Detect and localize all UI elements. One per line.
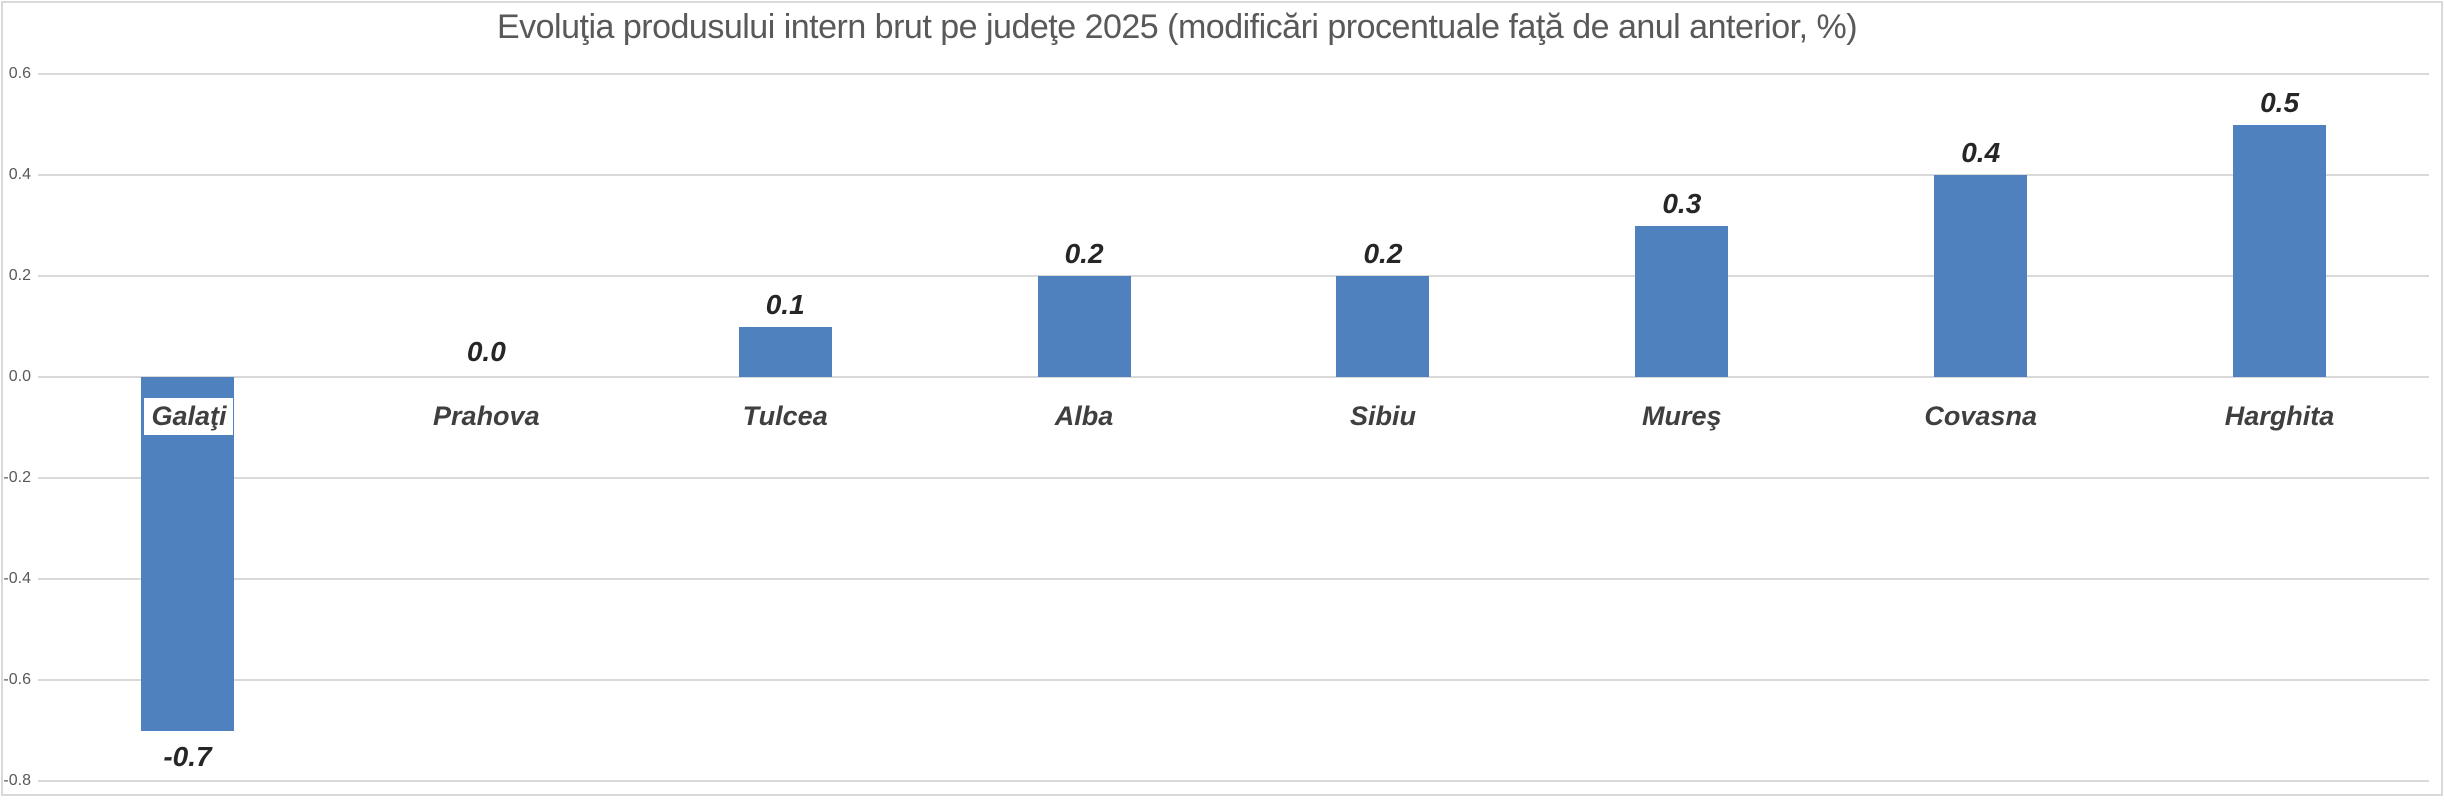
chart-title: Evoluţia produsului intern brut pe judeţ… bbox=[496, 8, 1858, 46]
gridline bbox=[38, 679, 2429, 681]
value-label: 0.5 bbox=[2260, 86, 2300, 118]
value-label: 0.1 bbox=[765, 288, 805, 320]
y-tick-label: -0.8 bbox=[3, 772, 31, 789]
category-label: Galaţi bbox=[144, 398, 234, 435]
y-tick-label: -0.4 bbox=[3, 570, 31, 587]
category-label: Tulcea bbox=[742, 401, 828, 431]
y-tick-label: -0.2 bbox=[3, 469, 31, 486]
gridline bbox=[38, 780, 2429, 782]
value-label: 0.2 bbox=[1064, 238, 1104, 269]
value-label: 0.4 bbox=[1961, 137, 2001, 168]
gridline bbox=[38, 275, 2429, 277]
category-label: Harghita bbox=[2224, 401, 2335, 431]
gridline bbox=[38, 376, 2429, 378]
bar bbox=[1934, 175, 2028, 377]
value-label: 0.3 bbox=[1662, 187, 1702, 219]
category-label: Sibiu bbox=[1349, 401, 1416, 431]
bar bbox=[1037, 276, 1131, 377]
category-label: Prahova bbox=[433, 401, 540, 431]
gridline bbox=[38, 477, 2429, 479]
value-label: 0.2 bbox=[1363, 238, 1403, 269]
bar bbox=[1635, 225, 1729, 377]
y-tick-label: -0.6 bbox=[3, 671, 31, 688]
bar bbox=[1336, 276, 1430, 377]
y-tick-label: 0.2 bbox=[8, 267, 31, 284]
gridline bbox=[38, 73, 2429, 75]
y-tick-label: 0.0 bbox=[8, 368, 31, 385]
value-label: -0.7 bbox=[163, 740, 212, 772]
value-label: 0.0 bbox=[466, 336, 506, 367]
gridline bbox=[38, 174, 2429, 176]
bar bbox=[140, 377, 234, 731]
category-label: Alba bbox=[1054, 401, 1114, 431]
category-label: Mureş bbox=[1642, 401, 1722, 431]
bar bbox=[2233, 124, 2327, 377]
gridline bbox=[38, 578, 2429, 580]
y-tick-label: 0.4 bbox=[8, 166, 31, 183]
y-tick-label: 0.6 bbox=[8, 65, 31, 82]
category-label: Covasna bbox=[1924, 401, 2037, 431]
bar bbox=[738, 326, 832, 377]
